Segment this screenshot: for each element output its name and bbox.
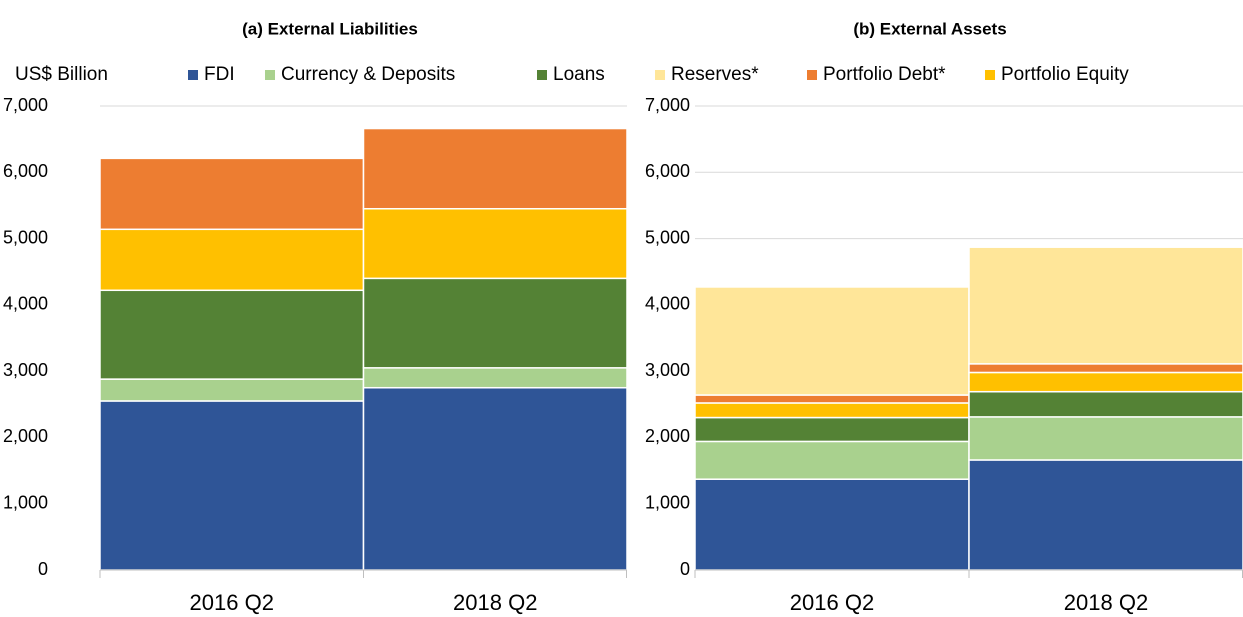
- y-tick-label: 3,000: [645, 360, 690, 380]
- bar-segment: [362, 367, 628, 389]
- legend-marker: [985, 70, 995, 80]
- bar-segment: [99, 289, 365, 380]
- legend-marker: [807, 70, 817, 80]
- bar-segment: [362, 386, 628, 571]
- y-tick-label: 6,000: [3, 161, 48, 181]
- legend-marker: [537, 70, 547, 80]
- y-tick-label: 4,000: [3, 294, 48, 314]
- bar-segment: [362, 277, 628, 369]
- y-tick-label: 1,000: [645, 492, 690, 512]
- legend-label: Portfolio Debt*: [823, 64, 946, 85]
- y-tick-label: 3,000: [3, 360, 48, 380]
- y-tick-label: 2,000: [645, 426, 690, 446]
- bar-segment: [694, 478, 970, 571]
- legend-label: Loans: [553, 64, 605, 85]
- bar-segment: [99, 228, 365, 292]
- x-tick-label: 2016 Q2: [790, 590, 874, 615]
- bar-segment: [968, 246, 1243, 365]
- bar-segment: [99, 400, 365, 571]
- y-tick-label: 4,000: [645, 294, 690, 314]
- bar-segment: [968, 416, 1243, 461]
- y-tick-label: 7,000: [3, 95, 48, 115]
- bar-segment: [694, 394, 970, 404]
- legend-marker: [265, 70, 275, 80]
- legend-label: Currency & Deposits: [281, 64, 455, 85]
- bar-segment: [968, 390, 1243, 418]
- x-tick-label: 2018 Q2: [1064, 590, 1148, 615]
- bar-segment: [694, 416, 970, 443]
- bar-segment: [362, 207, 628, 280]
- x-tick-label: 2018 Q2: [453, 590, 537, 615]
- bar-segment: [968, 459, 1243, 571]
- y-tick-label: 7,000: [645, 95, 690, 115]
- y-tick-label: 2,000: [3, 426, 48, 446]
- y-tick-label: 5,000: [645, 227, 690, 247]
- legend-label: FDI: [204, 64, 235, 85]
- y-tick-label: 0: [680, 559, 690, 579]
- bar-segment: [362, 127, 628, 210]
- bar-segment: [968, 363, 1243, 374]
- legend-marker: [188, 70, 198, 80]
- y-tick-label: 1,000: [3, 492, 48, 512]
- legend-label: Reserves*: [671, 64, 759, 85]
- bar-segment: [694, 402, 970, 419]
- y-axis-label: US$ Billion: [15, 64, 108, 85]
- bar-segment: [694, 286, 970, 396]
- legend-label: Portfolio Equity: [1001, 64, 1129, 85]
- legend-marker: [655, 70, 665, 80]
- bar-segment: [99, 378, 365, 402]
- y-tick-label: 5,000: [3, 227, 48, 247]
- x-tick-label: 2016 Q2: [190, 590, 274, 615]
- subplot-title: (a) External Liabilities: [242, 19, 418, 38]
- bar-segment: [968, 371, 1243, 393]
- y-tick-label: 0: [38, 559, 48, 579]
- bar-segment: [99, 157, 365, 231]
- bar-segment: [694, 440, 970, 480]
- subplot-title: (b) External Assets: [853, 19, 1006, 38]
- y-tick-label: 6,000: [645, 161, 690, 181]
